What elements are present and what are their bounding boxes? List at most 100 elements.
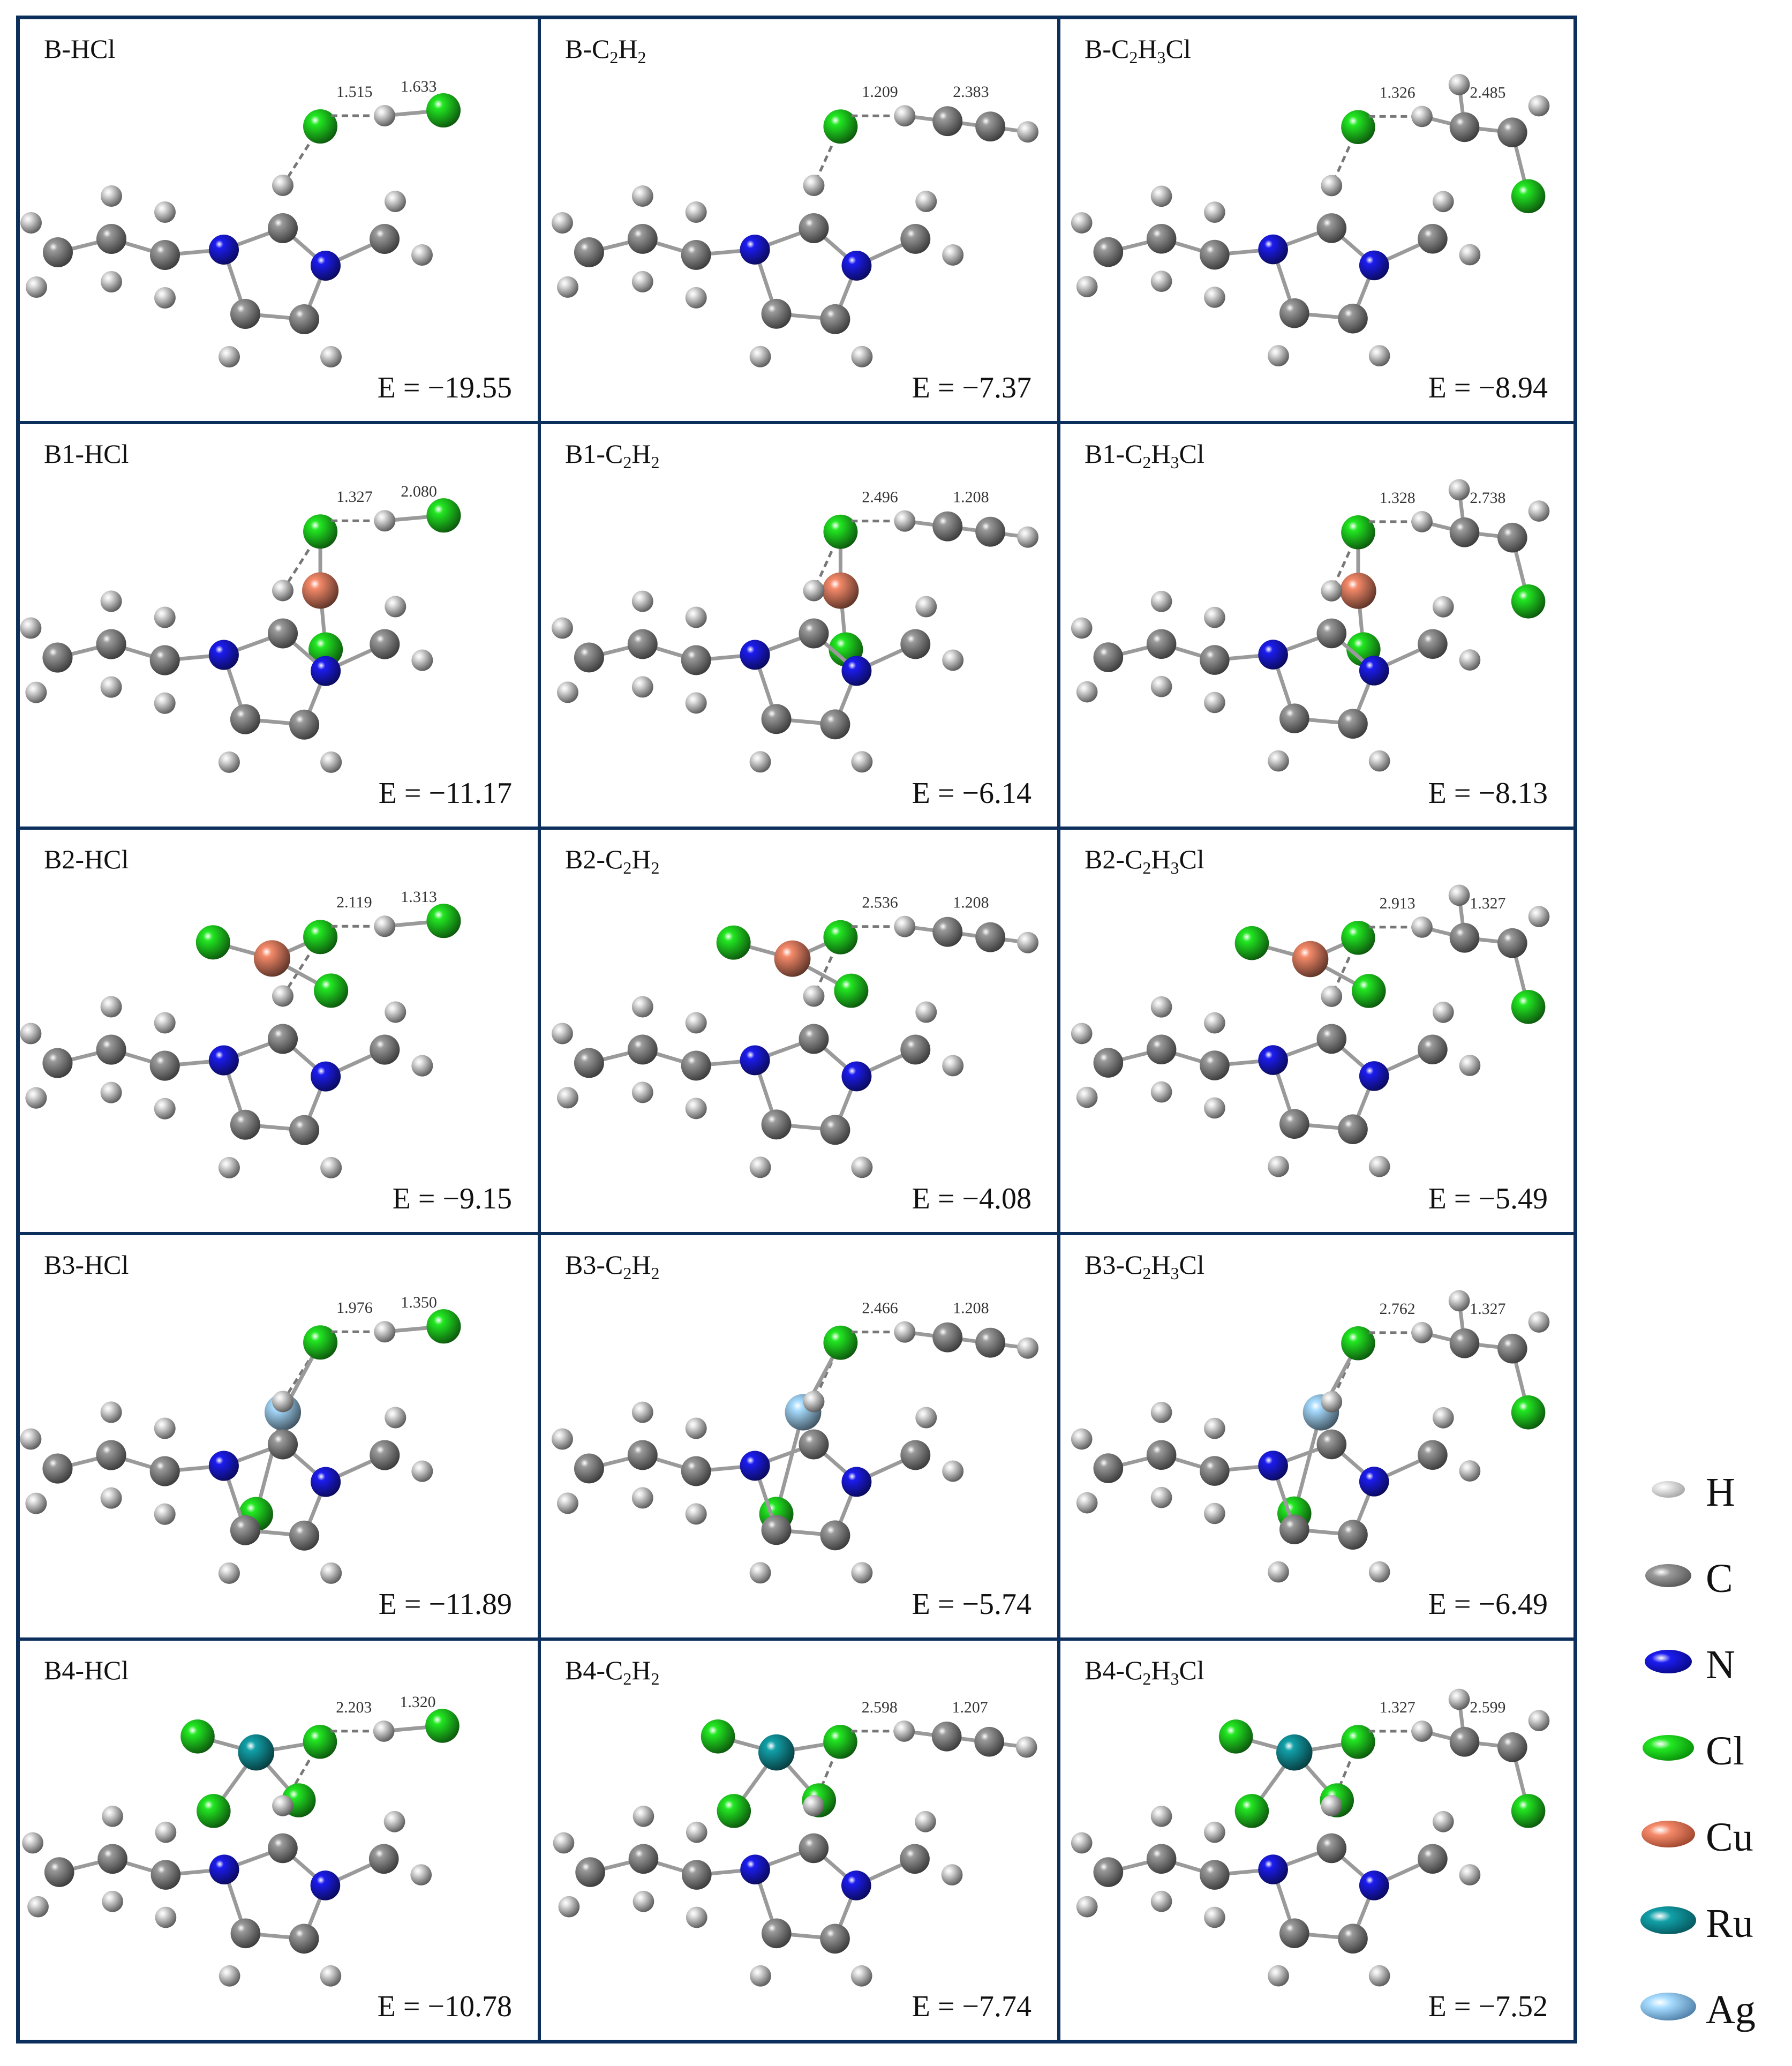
atom-h-icon <box>154 287 176 309</box>
energy-value: −9.15 <box>442 1182 512 1215</box>
atom-h-icon <box>374 915 396 937</box>
atom-h-icon <box>1204 1097 1225 1119</box>
atom-h-icon <box>320 751 342 773</box>
legend-label: C <box>1706 1556 1733 1601</box>
atom-c-icon <box>1418 629 1448 659</box>
atom-c-icon <box>1449 1727 1480 1757</box>
atom-c-icon <box>1316 1024 1347 1054</box>
atom-h-icon <box>631 1081 653 1103</box>
label-text: H <box>631 439 651 469</box>
atom-cl-icon <box>308 632 343 667</box>
binding-energy: E = −9.15 <box>393 1184 512 1214</box>
energy-prefix: E = <box>378 777 429 810</box>
label-text: B-C <box>565 34 610 64</box>
atom-cl-icon <box>716 925 751 960</box>
energy-prefix: E = <box>1428 1182 1479 1215</box>
atom-h-icon <box>1071 1832 1093 1854</box>
atom-h-icon <box>27 1896 49 1918</box>
structure-panel-b1-c2h2: 2.496 1.208 B1-C2H2 E = −6.14 <box>541 424 1060 830</box>
energy-value: −8.13 <box>1478 777 1548 810</box>
atom-ru-icon <box>758 1734 795 1771</box>
atom-h-icon <box>26 276 47 298</box>
atom-n-icon <box>208 1045 239 1076</box>
energy-prefix: E = <box>1428 777 1479 810</box>
atom-h-icon <box>749 1156 771 1178</box>
atom-h-icon <box>100 1401 122 1423</box>
atom-h-icon <box>385 596 406 618</box>
binding-energy: E = −8.13 <box>1428 778 1548 808</box>
atom-c-icon <box>1497 117 1527 147</box>
label-text: H <box>1151 1250 1171 1280</box>
atom-cl-icon <box>426 904 461 938</box>
atom-h-icon <box>551 617 573 639</box>
atom-c-icon <box>1200 1860 1230 1890</box>
molecule-structure: 1.327 2.599 <box>1071 1688 1550 1987</box>
label-subscript: 3 <box>1170 858 1179 877</box>
atom-h-icon <box>218 1156 240 1178</box>
atom-h-icon <box>851 1156 873 1178</box>
atom-h-icon <box>1071 1428 1093 1450</box>
structure-panel-b3-hcl: 1.976 1.350 B3-HCl E = −11.89 <box>20 1235 541 1641</box>
atom-h-icon <box>1432 1001 1454 1023</box>
atom-h-icon <box>1528 1710 1550 1731</box>
atom-h-icon <box>20 1023 42 1045</box>
atom-c-icon <box>370 224 400 254</box>
atom-cl-icon <box>1218 1719 1253 1754</box>
structure-panel-b2-hcl: 2.119 1.313 B2-HCl E = −9.15 <box>20 830 541 1235</box>
label-text: H <box>631 1250 651 1280</box>
atom-h-icon <box>631 996 653 1018</box>
atom-h-icon <box>1150 1486 1172 1508</box>
legend-label: H <box>1706 1470 1735 1515</box>
atom-c-icon <box>150 240 180 270</box>
atom-h-icon <box>22 1832 43 1854</box>
structure-grid: 1.515 1.633 B-HCl E = −19.55 <box>16 16 1577 2044</box>
atom-h-icon <box>553 1832 575 1854</box>
atom-cl-icon <box>717 1794 751 1828</box>
atom-c-icon <box>932 511 963 542</box>
atom-c-icon <box>761 1515 792 1545</box>
atom-h-icon <box>100 1081 122 1103</box>
atom-c-icon <box>42 642 73 673</box>
label-text: B2-C <box>1085 844 1143 874</box>
atom-c-icon <box>230 704 260 734</box>
label-text: H <box>1151 1655 1171 1685</box>
atom-cu-icon <box>253 940 291 977</box>
atom-n-icon <box>1258 640 1288 670</box>
label-text: B4-C <box>1085 1655 1143 1685</box>
energy-prefix: E = <box>912 371 962 404</box>
bond-length-label: 1.208 <box>953 1299 989 1317</box>
atom-c-icon <box>42 1453 73 1484</box>
bond-line <box>903 1729 1027 1749</box>
atom-h-icon <box>1448 479 1470 501</box>
structure-panel-b4-hcl: 2.203 1.320 B4-HCl E = −10.78 <box>20 1641 541 2040</box>
label-subscript: 2 <box>651 858 660 877</box>
atom-cl-icon <box>426 498 461 533</box>
atom-c-icon <box>820 1115 850 1145</box>
atom-h-icon <box>272 1795 293 1816</box>
label-subscript: 2 <box>1142 453 1151 472</box>
atom-h-icon <box>154 1098 176 1120</box>
atom-cl-icon <box>823 1325 858 1360</box>
atom-h-icon <box>803 580 825 602</box>
bond-length-label: 1.320 <box>400 1693 435 1711</box>
atom-n-icon <box>740 1451 770 1481</box>
atom-c-icon <box>900 629 931 659</box>
atom-h-icon <box>1204 1417 1225 1439</box>
atom-h-icon <box>685 1417 707 1439</box>
label-subscript: 2 <box>623 1264 632 1283</box>
atom-h-icon <box>25 1492 47 1514</box>
atom-n-icon <box>1359 1467 1389 1497</box>
atom-h-icon <box>272 1391 294 1413</box>
legend-label: Cu <box>1706 1815 1753 1860</box>
atom-h-icon <box>1076 1492 1098 1514</box>
atom-c-icon <box>1200 239 1230 270</box>
atom-c-icon <box>1449 517 1480 547</box>
atom-n-icon <box>311 1467 341 1497</box>
atom-h-icon <box>686 1906 707 1928</box>
panel-label: B3-C2H3Cl <box>1085 1250 1204 1282</box>
energy-prefix: E = <box>378 1588 429 1621</box>
atom-h-icon <box>915 191 937 213</box>
bond-line <box>904 1330 1028 1350</box>
label-subscript: 2 <box>1129 48 1138 67</box>
atom-c-icon <box>268 213 298 243</box>
